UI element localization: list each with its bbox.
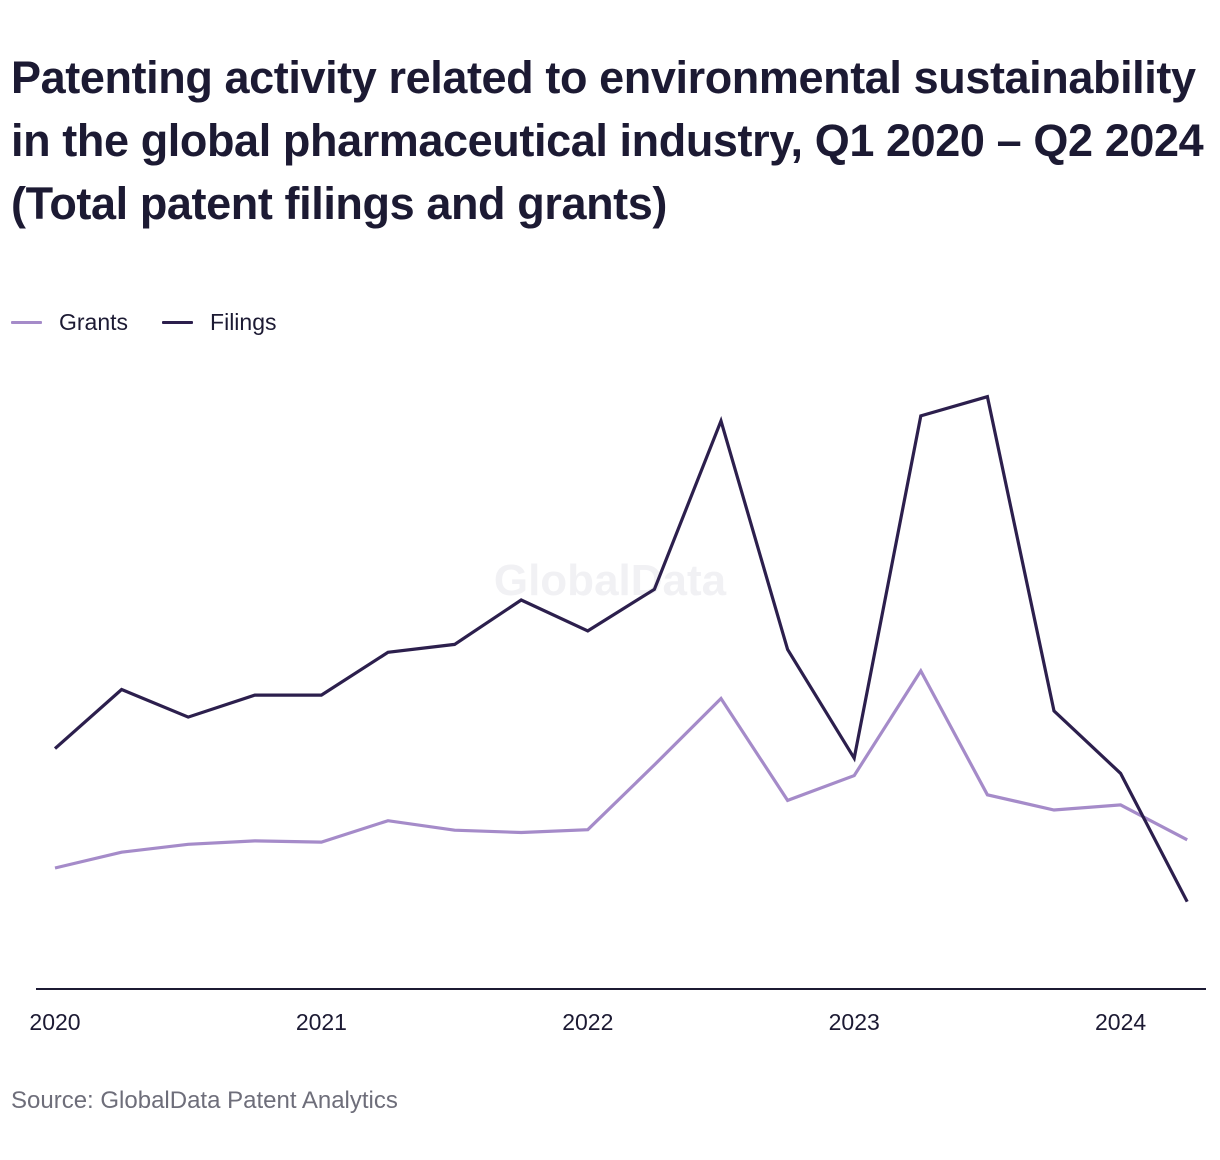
data-point-grants[interactable] bbox=[382, 815, 394, 827]
data-point-filings[interactable] bbox=[981, 391, 993, 403]
data-point-filings[interactable] bbox=[315, 689, 327, 701]
data-point-filings[interactable] bbox=[515, 594, 527, 606]
data-point-filings[interactable] bbox=[915, 410, 927, 422]
data-point-grants[interactable] bbox=[116, 846, 128, 858]
data-point-grants[interactable] bbox=[848, 770, 860, 782]
data-point-filings[interactable] bbox=[1115, 767, 1127, 779]
data-point-grants[interactable] bbox=[715, 693, 727, 705]
x-tick-label: 2024 bbox=[1095, 1009, 1146, 1035]
data-point-filings[interactable] bbox=[782, 644, 794, 656]
legend-label-grants: Grants bbox=[59, 308, 129, 335]
data-point-grants[interactable] bbox=[1181, 834, 1193, 846]
data-point-filings[interactable] bbox=[648, 583, 660, 595]
watermark-logo: GlobalData bbox=[494, 556, 727, 605]
source-note: Source: GlobalData Patent Analytics bbox=[11, 1087, 398, 1114]
data-point-grants[interactable] bbox=[315, 836, 327, 848]
data-point-grants[interactable] bbox=[515, 827, 527, 839]
chart-title: Patenting activity related to environmen… bbox=[11, 52, 1204, 229]
legend-label-filings: Filings bbox=[210, 308, 277, 335]
series-grants bbox=[49, 665, 1193, 874]
data-point-grants[interactable] bbox=[449, 824, 461, 836]
series-line-grants bbox=[54, 667, 1188, 870]
data-point-grants[interactable] bbox=[981, 789, 993, 801]
data-point-grants[interactable] bbox=[582, 824, 594, 836]
data-point-filings[interactable] bbox=[715, 415, 727, 427]
data-point-filings[interactable] bbox=[1181, 896, 1193, 908]
series-line-filings bbox=[53, 394, 1189, 903]
data-point-grants[interactable] bbox=[1115, 799, 1127, 811]
data-point-filings[interactable] bbox=[249, 689, 261, 701]
data-point-filings[interactable] bbox=[1048, 705, 1060, 717]
data-point-filings[interactable] bbox=[449, 638, 461, 650]
legend-item-grants[interactable]: Grants bbox=[11, 309, 128, 336]
data-point-filings[interactable] bbox=[848, 752, 860, 764]
chart-legend: Grants Filings bbox=[11, 307, 311, 337]
x-axis-ticks: 2020 2021 2022 2023 2024 bbox=[29, 1009, 1146, 1035]
x-tick-label: 2023 bbox=[829, 1009, 880, 1035]
legend-swatch-filings bbox=[162, 320, 194, 324]
data-point-grants[interactable] bbox=[182, 838, 194, 850]
data-point-filings[interactable] bbox=[49, 743, 61, 755]
data-point-grants[interactable] bbox=[915, 665, 927, 677]
data-point-filings[interactable] bbox=[382, 646, 394, 658]
series-layer bbox=[49, 391, 1193, 908]
data-point-grants[interactable] bbox=[782, 794, 794, 806]
legend-item-filings[interactable]: Filings bbox=[162, 308, 277, 336]
legend-swatch-grants bbox=[11, 320, 42, 324]
x-tick-label: 2022 bbox=[562, 1009, 613, 1035]
x-tick-label: 2020 bbox=[29, 1009, 80, 1035]
data-point-grants[interactable] bbox=[49, 862, 61, 874]
data-point-filings[interactable] bbox=[182, 711, 194, 723]
data-point-grants[interactable] bbox=[648, 759, 660, 771]
data-point-grants[interactable] bbox=[1048, 804, 1060, 816]
series-filings bbox=[49, 391, 1193, 908]
data-point-filings[interactable] bbox=[582, 625, 594, 637]
x-tick-label: 2021 bbox=[296, 1009, 347, 1035]
data-point-filings[interactable] bbox=[116, 684, 128, 696]
data-point-grants[interactable] bbox=[249, 835, 261, 847]
